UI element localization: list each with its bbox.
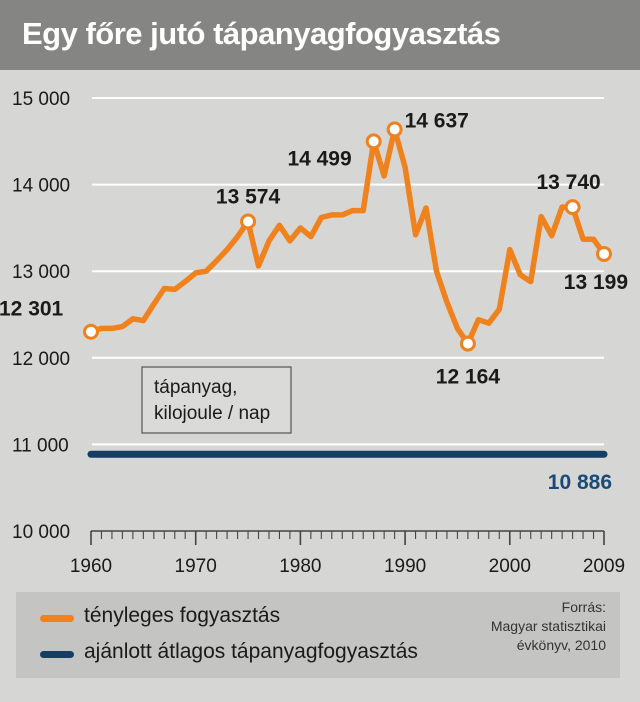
x-tick-label: 1980 [279, 556, 321, 577]
data-label: 14 637 [405, 109, 469, 132]
legend-label-recommended: ajánlott átlagos tápanyagfogyasztás [84, 640, 418, 663]
chart-title: Egy főre jutó tápanyagfogyasztás [22, 16, 501, 51]
title-bar: Egy főre jutó tápanyagfogyasztás [0, 0, 640, 70]
source-line-2: Magyar statisztikai [490, 618, 606, 634]
data-label: 12 301 [0, 298, 64, 321]
line-chart: 15 000 14 000 13 000 12 000 11 000 10 000 196… [0, 89, 628, 577]
recommended-value-label: 10 886 [548, 471, 612, 494]
data-labels: 12 301 13 574 14 499 14 637 12 164 13 740 13 1… [0, 109, 628, 388]
unit-box-frame [141, 366, 292, 434]
source-note: Forrás: Magyar statisztikai évkönyv, 201… [491, 598, 606, 655]
y-axis-tick-labels: 15 000 14 000 13 000 12 000 11 000 10 000 [12, 89, 70, 543]
x-axis: 1960 1970 1980 1990 2000 2009 [70, 530, 625, 577]
y-tick-label: 13 000 [12, 262, 70, 283]
highlight-marker [386, 121, 403, 138]
highlight-marker [365, 133, 382, 150]
y-tick-label: 11 000 [12, 435, 69, 456]
recommended-series: 10 886 [87, 450, 612, 494]
unit-box-line: tápanyag, [154, 377, 237, 398]
y-tick-label: 15 000 [12, 89, 70, 110]
data-label: 13 199 [564, 271, 628, 294]
legend-swatch-recommended [40, 651, 74, 658]
y-tick-label: 10 000 [12, 522, 70, 543]
highlight-marker [240, 213, 257, 230]
x-tick-label: 1960 [70, 556, 112, 577]
x-tick-label: 1970 [175, 556, 217, 577]
data-label: 12 164 [436, 366, 501, 389]
legend-swatch-actual [40, 615, 74, 622]
x-tick-label: 1990 [384, 556, 426, 577]
actual-line [88, 126, 607, 347]
highlight-marker [564, 199, 581, 216]
highlight-marker [596, 245, 612, 262]
unit-box: tápanyag, kilojoule / nap [141, 366, 292, 434]
highlight-marker [459, 335, 476, 352]
highlight-markers [83, 121, 612, 352]
x-tick-label: 2000 [489, 556, 531, 577]
y-tick-label: 12 000 [12, 349, 70, 370]
data-label: 14 499 [287, 147, 351, 170]
source-line-1: Forrás: [561, 599, 606, 615]
x-tick-label: 2009 [583, 556, 625, 577]
data-label: 13 574 [216, 185, 281, 208]
unit-box-line: kilojoule / nap [154, 403, 270, 424]
highlight-marker [83, 323, 99, 340]
source-line-3: évkönyv, 2010 [516, 637, 606, 653]
data-label: 13 740 [536, 171, 600, 194]
y-tick-label: 14 000 [12, 176, 70, 197]
actual-series [88, 126, 607, 347]
legend-label-actual: tényleges fogyasztás [84, 604, 281, 627]
legend: tényleges fogyasztás ajánlott átlagos tá… [16, 592, 620, 678]
